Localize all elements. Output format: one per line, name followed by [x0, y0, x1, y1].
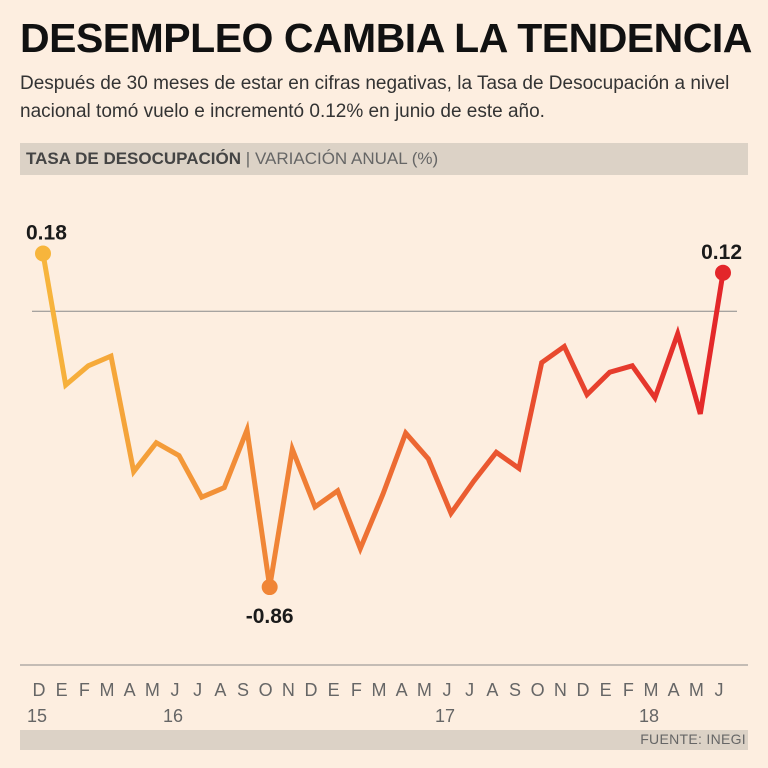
- data-point-marker: [261, 579, 278, 596]
- x-tick-label: F: [351, 680, 362, 700]
- x-tick-label: M: [372, 680, 387, 700]
- x-tick-label: N: [554, 680, 567, 700]
- x-tick-label: S: [509, 680, 521, 700]
- x-tick-label: E: [56, 680, 68, 700]
- x-tick-label: J: [193, 680, 202, 700]
- chart-title-separator: |: [245, 149, 251, 168]
- x-tick-label: A: [396, 680, 408, 700]
- x-tick-label: F: [623, 680, 634, 700]
- x-year-label: 15: [27, 706, 47, 726]
- data-label: 0.18: [26, 222, 67, 245]
- data-point-marker: [715, 264, 731, 281]
- chart-header: TASA DE DESOCUPACIÓN | VARIACIÓN ANUAL (…: [20, 143, 748, 175]
- data-point-marker: [35, 245, 51, 262]
- x-tick-label: M: [417, 680, 432, 700]
- x-tick-label: M: [644, 680, 659, 700]
- x-tick-label: M: [689, 680, 704, 700]
- x-tick-label: D: [577, 680, 590, 700]
- x-year-label: 16: [163, 706, 183, 726]
- x-tick-label: A: [668, 680, 680, 700]
- x-tick-label: J: [171, 680, 180, 700]
- x-tick-label: D: [33, 680, 46, 700]
- x-tick-label: N: [282, 680, 295, 700]
- x-tick-label: J: [443, 680, 452, 700]
- x-tick-label: A: [214, 680, 226, 700]
- data-label: -0.86: [246, 605, 294, 628]
- chart-title: TASA DE DESOCUPACIÓN: [26, 149, 242, 168]
- line-chart: 0.18-0.860.12D E F M A M J J A S O N D E F M A M J J A S O N D E F…: [20, 222, 748, 726]
- x-tick-label: F: [79, 680, 90, 700]
- x-year-label: 18: [639, 706, 659, 726]
- data-label: 0.12: [701, 241, 742, 264]
- x-tick-label: J: [465, 680, 474, 700]
- source-note: FUENTE: INEGI: [640, 731, 746, 747]
- x-tick-label: O: [259, 680, 273, 700]
- footer-band: [20, 730, 748, 750]
- x-tick-label: O: [531, 680, 545, 700]
- page-title: DESEMPLEO CAMBIA LA TENDENCIA: [20, 15, 752, 61]
- x-tick-label: J: [715, 680, 724, 700]
- x-tick-label: E: [600, 680, 612, 700]
- x-tick-label: M: [100, 680, 115, 700]
- x-year-label: 17: [435, 706, 455, 726]
- series-line: [40, 251, 726, 588]
- x-tick-label: M: [145, 680, 160, 700]
- x-tick-label: E: [328, 680, 340, 700]
- x-tick-label: A: [124, 680, 136, 700]
- page-subtitle: Después de 30 meses de estar en cifras n…: [20, 73, 730, 122]
- x-tick-label: A: [486, 680, 498, 700]
- chart-subtitle: VARIACIÓN ANUAL (%): [254, 149, 439, 168]
- x-tick-label: D: [305, 680, 318, 700]
- x-tick-label: S: [237, 680, 249, 700]
